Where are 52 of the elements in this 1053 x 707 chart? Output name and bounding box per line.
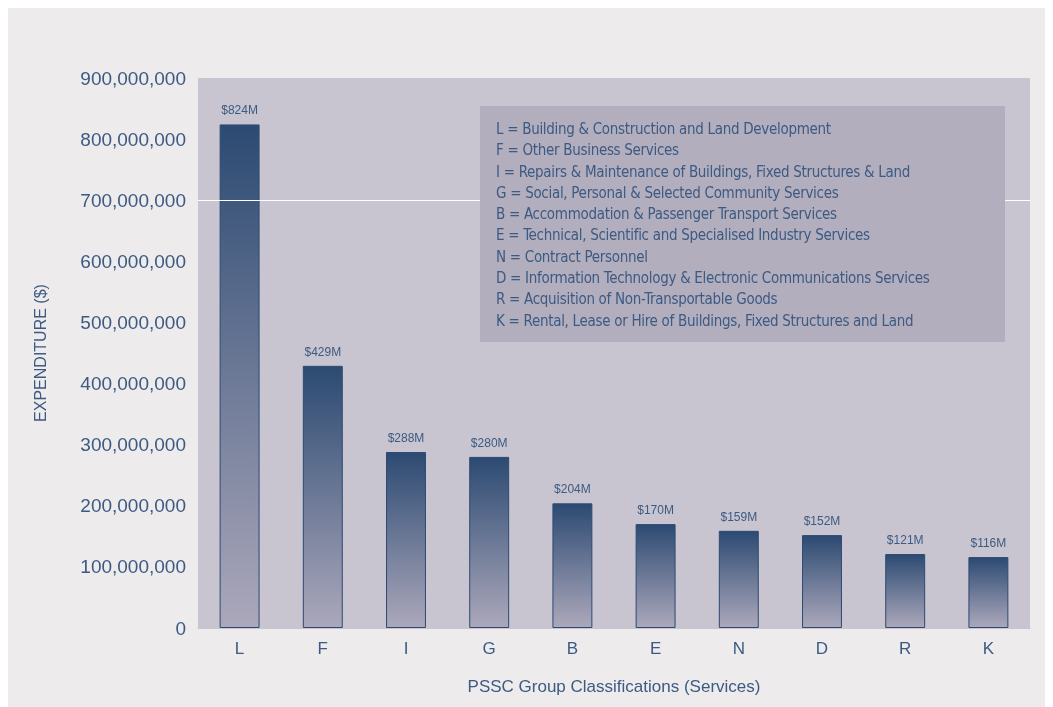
x-tick-label: L	[234, 639, 245, 658]
data-label: $824M	[221, 103, 258, 118]
x-tick-label: K	[982, 639, 995, 658]
annotation: G = Social, Personal & Selected Community Services	[496, 182, 840, 204]
annotation: R = Acquisition of Non-Transportable Goods	[496, 289, 779, 311]
data-label: $429M	[304, 344, 342, 359]
data-label: $280M	[470, 435, 508, 450]
y-axis-title: EXPENDITURE ($)	[31, 284, 49, 422]
x-tick-label: G	[482, 639, 496, 658]
annotation: D = Information Technology & Electronic Communications Services	[496, 268, 930, 290]
annotation: L = Building & Construction and Land Development	[496, 119, 832, 140]
y-tick-label: 600,000,000	[80, 250, 186, 272]
annotation: E = Technical, Scientific and Specialised Industry Services	[496, 225, 871, 247]
x-tick-label: I	[403, 639, 409, 658]
y-tick-label: 900,000,000	[80, 67, 186, 89]
data-label: $204M	[554, 482, 591, 497]
y-tick-label: 500,000,000	[80, 311, 186, 333]
y-tick-label: 100,000,000	[80, 556, 186, 578]
bar	[635, 524, 676, 628]
x-tick-label: E	[649, 639, 662, 658]
bar	[552, 503, 593, 628]
data-label: $159M	[720, 509, 758, 524]
y-tick-label: 700,000,000	[80, 189, 186, 211]
annotation: N = Contract Personnel	[496, 246, 649, 268]
annotation: K = Rental, Lease or Hire of Buildings, Fixed Structures and Land	[496, 310, 915, 332]
x-tick-label: F	[317, 639, 328, 658]
bar	[386, 452, 426, 628]
data-label: $121M	[886, 533, 924, 548]
y-tick-label: 0	[175, 617, 186, 639]
bar	[469, 456, 510, 628]
y-tick-label: 800,000,000	[80, 128, 186, 150]
annotation: F = Other Business Services	[496, 140, 680, 162]
x-tick-label: R	[899, 639, 912, 658]
data-label: $288M	[387, 431, 425, 445]
y-tick-label: 300,000,000	[80, 434, 186, 456]
bar	[302, 365, 343, 628]
annotation: B = Accommodation & Passenger Transport Services	[496, 204, 838, 226]
data-label: $152M	[803, 514, 841, 529]
x-tick-label: D	[815, 639, 829, 658]
x-axis-title: PSSC Group Classifications (Services)	[467, 677, 761, 696]
y-tick-label: 400,000,000	[80, 373, 186, 395]
bar	[885, 554, 926, 628]
x-tick-label: B	[566, 639, 579, 658]
data-label: $116M	[970, 536, 1007, 551]
bar	[219, 124, 260, 628]
x-tick-label: N	[732, 639, 745, 658]
y-tick-label: 200,000,000	[80, 495, 186, 517]
data-label: $170M	[637, 503, 674, 518]
bar	[718, 530, 759, 628]
bar	[802, 535, 842, 628]
annotation: I = Repairs & Maintenance of Buildings, Fixed Structures & Land	[496, 161, 911, 183]
bar	[968, 557, 1009, 628]
